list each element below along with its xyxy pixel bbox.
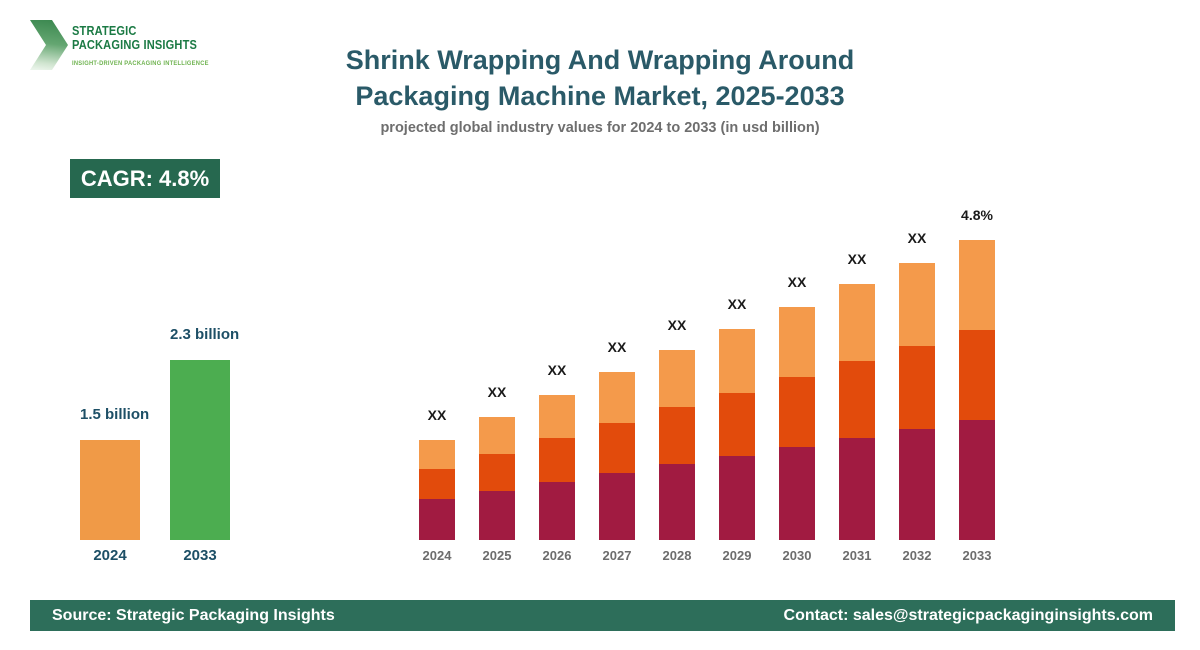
stacked-bar-column-2026: XX 2026 bbox=[539, 362, 575, 564]
logo: STRATEGIC PACKAGING INSIGHTS INSIGHT-DRI… bbox=[30, 12, 233, 70]
summary-bar-chart: 1.5 billion 2024 2.3 billion 2033 bbox=[80, 326, 240, 564]
bar-segment-segment-bottom bbox=[419, 499, 455, 540]
bar-segment-segment-top bbox=[479, 417, 515, 454]
title-block: Shrink Wrapping And Wrapping Around Pack… bbox=[0, 42, 1200, 136]
stacked-bar-value-label: XX bbox=[487, 384, 507, 400]
stacked-bar-column-2024: XX 2024 bbox=[419, 407, 455, 564]
stacked-bar-column-2025: XX 2025 bbox=[479, 384, 515, 564]
stacked-bar-value-label: XX bbox=[667, 317, 687, 333]
footer-contact: Contact: sales@strategicpackaginginsight… bbox=[783, 606, 1153, 624]
logo-name-line2: PACKAGING INSIGHTS bbox=[72, 37, 198, 52]
bar-segment-segment-middle bbox=[779, 377, 815, 447]
summary-year-label: 2033 bbox=[183, 547, 217, 564]
logo-name-line1: STRATEGIC bbox=[72, 23, 137, 38]
page-title-line1: Shrink Wrapping And Wrapping Around bbox=[345, 45, 855, 75]
stacked-bar-value-label: XX bbox=[427, 407, 447, 423]
summary-value-label: 1.5 billion bbox=[80, 406, 150, 423]
bar-segment-segment-bottom bbox=[659, 464, 695, 540]
stacked-bar-year-label: 2028 bbox=[662, 548, 692, 563]
stacked-bar-chart: XX 2024 XX 2025 XX 2026 XX 2027 XX 2028 XX 2029 XX 20… bbox=[419, 207, 995, 564]
stacked-bar-column-2033: 4.8% 2033 bbox=[959, 207, 995, 564]
bar-segment-segment-bottom bbox=[959, 420, 995, 540]
stacked-bar-year-label: 2026 bbox=[542, 548, 572, 563]
footer-source: Source: Strategic Packaging Insights bbox=[52, 606, 335, 624]
bar-segment-segment-middle bbox=[599, 423, 635, 473]
logo-text: STRATEGIC PACKAGING INSIGHTS INSIGHT-DRI… bbox=[72, 24, 209, 70]
stacked-bar-year-label: 2030 bbox=[782, 548, 812, 563]
bar-segment-segment-bottom bbox=[599, 473, 635, 540]
logo-chevron-icon bbox=[30, 20, 68, 70]
stacked-bar-year-label: 2033 bbox=[962, 548, 992, 563]
stacked-bar-column-2028: XX 2028 bbox=[659, 317, 695, 564]
bar-segment-segment-middle bbox=[659, 407, 695, 464]
page-subtitle: projected global industry values for 202… bbox=[380, 120, 820, 136]
bar-segment-segment-bottom bbox=[839, 438, 875, 540]
page-title: Shrink Wrapping And Wrapping Around Pack… bbox=[0, 42, 1200, 114]
stacked-bar-year-label: 2025 bbox=[482, 548, 512, 563]
summary-year-label: 2024 bbox=[93, 547, 127, 564]
bar-segment-segment-bottom bbox=[899, 429, 935, 540]
summary-bar-2033 bbox=[170, 360, 230, 540]
stacked-bar-year-label: 2027 bbox=[602, 548, 632, 563]
stacked-bar-column-2027: XX 2027 bbox=[599, 339, 635, 564]
stacked-bar-value-label: XX bbox=[847, 251, 867, 267]
page-title-line2: Packaging Machine Market, 2025-2033 bbox=[355, 81, 845, 111]
stacked-bar-value-label: XX bbox=[907, 230, 927, 246]
summary-bar-column-2033: 2.3 billion 2033 bbox=[170, 326, 240, 564]
stacked-bar-column-2032: XX 2032 bbox=[899, 230, 935, 564]
bar-segment-segment-top bbox=[839, 284, 875, 361]
stacked-bar-year-label: 2029 bbox=[722, 548, 752, 563]
bar-segment-segment-middle bbox=[899, 346, 935, 429]
stacked-bar-value-label: 4.8% bbox=[961, 207, 993, 223]
stacked-bar-column-2029: XX 2029 bbox=[719, 296, 755, 564]
stacked-bar-column-2030: XX 2030 bbox=[779, 274, 815, 564]
stacked-bar-year-label: 2024 bbox=[422, 548, 452, 563]
summary-bar-column-2024: 1.5 billion 2024 bbox=[80, 406, 150, 564]
footer-bar: Source: Strategic Packaging Insights Con… bbox=[30, 600, 1175, 631]
bar-segment-segment-top bbox=[419, 440, 455, 469]
bar-segment-segment-bottom bbox=[719, 456, 755, 540]
bar-segment-segment-middle bbox=[839, 361, 875, 438]
bar-segment-segment-bottom bbox=[479, 491, 515, 540]
bar-segment-segment-bottom bbox=[539, 482, 575, 540]
stacked-bar-value-label: XX bbox=[547, 362, 567, 378]
bar-segment-segment-top bbox=[959, 240, 995, 330]
stacked-bar-value-label: XX bbox=[787, 274, 807, 290]
bar-segment-segment-top bbox=[659, 350, 695, 407]
stacked-bar-column-2031: XX 2031 bbox=[839, 251, 875, 564]
stacked-bar-year-label: 2032 bbox=[902, 548, 932, 563]
summary-value-label: 2.3 billion bbox=[170, 326, 240, 343]
bar-segment-segment-top bbox=[719, 329, 755, 393]
bar-segment-segment-top bbox=[899, 263, 935, 346]
bar-segment-segment-top bbox=[779, 307, 815, 377]
stacked-bar-value-label: XX bbox=[727, 296, 747, 312]
cagr-badge: CAGR: 4.8% bbox=[70, 159, 220, 198]
bar-segment-segment-middle bbox=[419, 469, 455, 499]
stacked-bar-year-label: 2031 bbox=[842, 548, 872, 563]
bar-segment-segment-middle bbox=[719, 393, 755, 456]
bar-segment-segment-top bbox=[539, 395, 575, 438]
summary-bar-2024 bbox=[80, 440, 140, 540]
logo-tagline: INSIGHT-DRIVEN PACKAGING INTELLIGENCE bbox=[72, 60, 209, 67]
bar-segment-segment-middle bbox=[539, 438, 575, 482]
stacked-bar-value-label: XX bbox=[607, 339, 627, 355]
bar-segment-segment-middle bbox=[479, 454, 515, 491]
bar-segment-segment-top bbox=[599, 372, 635, 423]
bar-segment-segment-bottom bbox=[779, 447, 815, 540]
bar-segment-segment-middle bbox=[959, 330, 995, 420]
